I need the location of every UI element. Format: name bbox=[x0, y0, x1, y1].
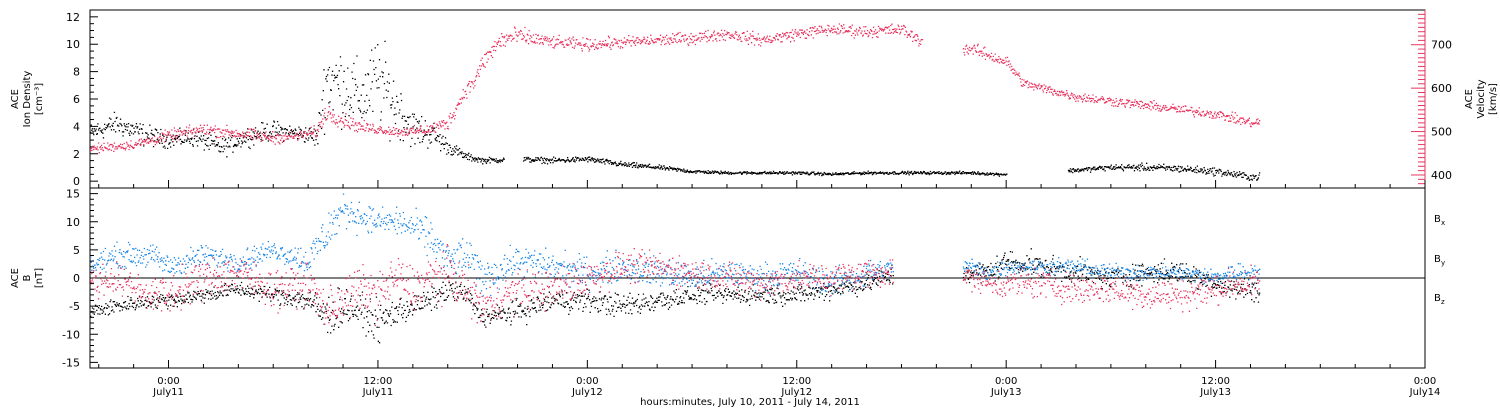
velocity-axis-label: Velocity bbox=[1476, 79, 1487, 118]
x-tick-date: July13 bbox=[990, 387, 1022, 398]
x-tick-time: 12:00 bbox=[364, 376, 393, 387]
x-tick-date: July11 bbox=[362, 387, 394, 398]
x-tick-date: July12 bbox=[780, 387, 812, 398]
legend-label: B bbox=[1434, 254, 1441, 265]
density-axis-label: Ion Density bbox=[22, 71, 33, 128]
velocity-tick-label: 400 bbox=[1431, 169, 1452, 182]
density-tick-label: 2 bbox=[73, 148, 80, 161]
legend-subscript: y bbox=[1441, 259, 1445, 267]
legend-subscript: z bbox=[1441, 298, 1445, 306]
x-tick-date: July12 bbox=[571, 387, 603, 398]
velocity-tick-label: 600 bbox=[1431, 82, 1452, 95]
density-tick-label: 0 bbox=[73, 175, 80, 188]
density-series-points bbox=[90, 40, 1261, 182]
x-tick-time: 12:00 bbox=[1201, 376, 1230, 387]
legend-subscript: x bbox=[1441, 219, 1445, 227]
x-axis: 0:00July1112:00July110:00July1212:00July… bbox=[98, 180, 1441, 398]
b-axis-label: B bbox=[22, 274, 33, 281]
series-by bbox=[90, 193, 1261, 298]
b-tick-label: 15 bbox=[66, 188, 80, 201]
velocity-tick-label: 500 bbox=[1431, 126, 1452, 139]
x-axis-title: hours:minutes, July 10, 2011 - July 14, … bbox=[640, 397, 860, 408]
x-tick-time: 0:00 bbox=[576, 376, 598, 387]
density-axis-label: ACE bbox=[10, 89, 21, 109]
velocity-series bbox=[90, 23, 1261, 154]
b-tick-label: -10 bbox=[62, 328, 80, 341]
x-tick-time: 12:00 bbox=[782, 376, 811, 387]
b-tick-label: 5 bbox=[73, 244, 80, 257]
x-tick-time: 0:00 bbox=[995, 376, 1017, 387]
top-panel-frame bbox=[89, 9, 1426, 189]
x-tick-date: July13 bbox=[1199, 387, 1231, 398]
b-tick-label: -15 bbox=[62, 356, 80, 369]
series-bz-points bbox=[90, 244, 1261, 327]
x-tick-time: 0:00 bbox=[1414, 376, 1436, 387]
velocity-axis-label: [km/s] bbox=[1488, 83, 1499, 115]
density-tick-label: 4 bbox=[73, 120, 80, 133]
series-by-points bbox=[90, 193, 1261, 298]
b-tick-label: 0 bbox=[73, 272, 80, 285]
density-tick-label: 12 bbox=[66, 11, 80, 24]
density-tick-label: 10 bbox=[66, 38, 80, 51]
velocity-series-points bbox=[90, 23, 1261, 154]
x-tick-date: July11 bbox=[152, 387, 184, 398]
b-tick-label: -5 bbox=[69, 300, 80, 313]
legend-label: B bbox=[1434, 214, 1441, 225]
x-tick-date: July14 bbox=[1409, 387, 1441, 398]
b-tick-label: 10 bbox=[66, 216, 80, 229]
b-axis-label: [nT] bbox=[34, 268, 45, 288]
velocity-tick-label: 700 bbox=[1431, 39, 1452, 52]
velocity-axis-label: ACE bbox=[1464, 89, 1475, 109]
density-tick-label: 6 bbox=[73, 93, 80, 106]
density-tick-label: 8 bbox=[73, 66, 80, 79]
series-bz bbox=[90, 244, 1261, 327]
x-tick-time: 0:00 bbox=[157, 376, 179, 387]
density-series bbox=[90, 40, 1261, 182]
density-axis-label: [cm⁻³] bbox=[34, 83, 45, 115]
b-axis-label: ACE bbox=[10, 268, 21, 288]
legend-label: B bbox=[1434, 293, 1441, 304]
